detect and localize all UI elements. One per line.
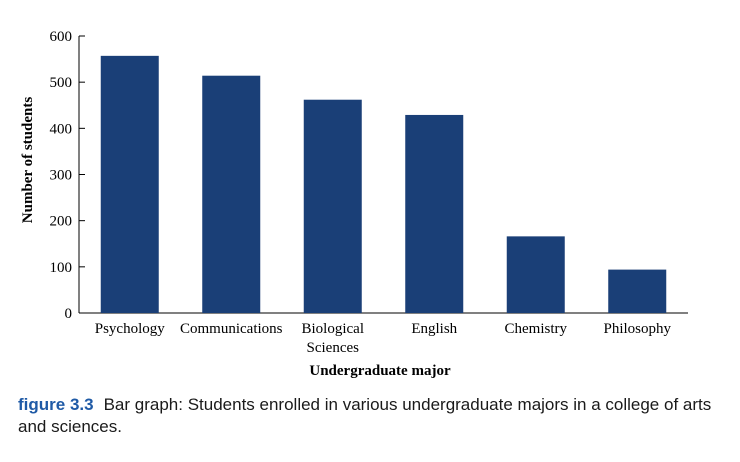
bar-chart: 0 100 200 300 400 500 600 Psychology Communicat… [20, 29, 688, 379]
x-axis [79, 307, 688, 314]
x-tick-label: Psychology [95, 321, 166, 337]
y-tick-label: 100 [50, 260, 73, 276]
y-tick-label: 600 [50, 29, 73, 45]
figure-label: figure 3.3 [18, 395, 94, 414]
y-tick-label: 500 [50, 75, 73, 91]
figure-caption-text: Bar graph: Students enrolled in various … [18, 395, 712, 436]
y-tick-label: 400 [50, 121, 73, 137]
chart-svg: 0 100 200 300 400 500 600 Psychology Communicat… [20, 29, 688, 379]
y-tick-label: 300 [50, 168, 73, 184]
bar [506, 236, 565, 313]
y-axis-title: Number of students [20, 97, 36, 224]
bar [100, 55, 159, 314]
y-axis: 0 100 200 300 400 500 600 [50, 29, 85, 322]
bars [100, 55, 667, 314]
bar [608, 269, 667, 313]
y-tick-label: 200 [50, 214, 73, 230]
y-tick-label: 0 [65, 306, 73, 322]
bar [202, 75, 261, 313]
bar [303, 99, 362, 314]
x-tick-label: English [411, 321, 457, 337]
x-tick-label: Chemistry [505, 321, 568, 337]
bar [405, 114, 464, 313]
figure-caption: figure 3.3 Bar graph: Students enrolled i… [18, 394, 718, 438]
x-tick-labels: Psychology Communications Biological Scienc… [95, 321, 672, 356]
x-axis-title: Undergraduate major [309, 363, 451, 379]
x-tick-label: Biological Sciences [302, 321, 365, 356]
x-tick-label: Philosophy [603, 321, 671, 337]
x-tick-label: Communications [180, 321, 283, 337]
